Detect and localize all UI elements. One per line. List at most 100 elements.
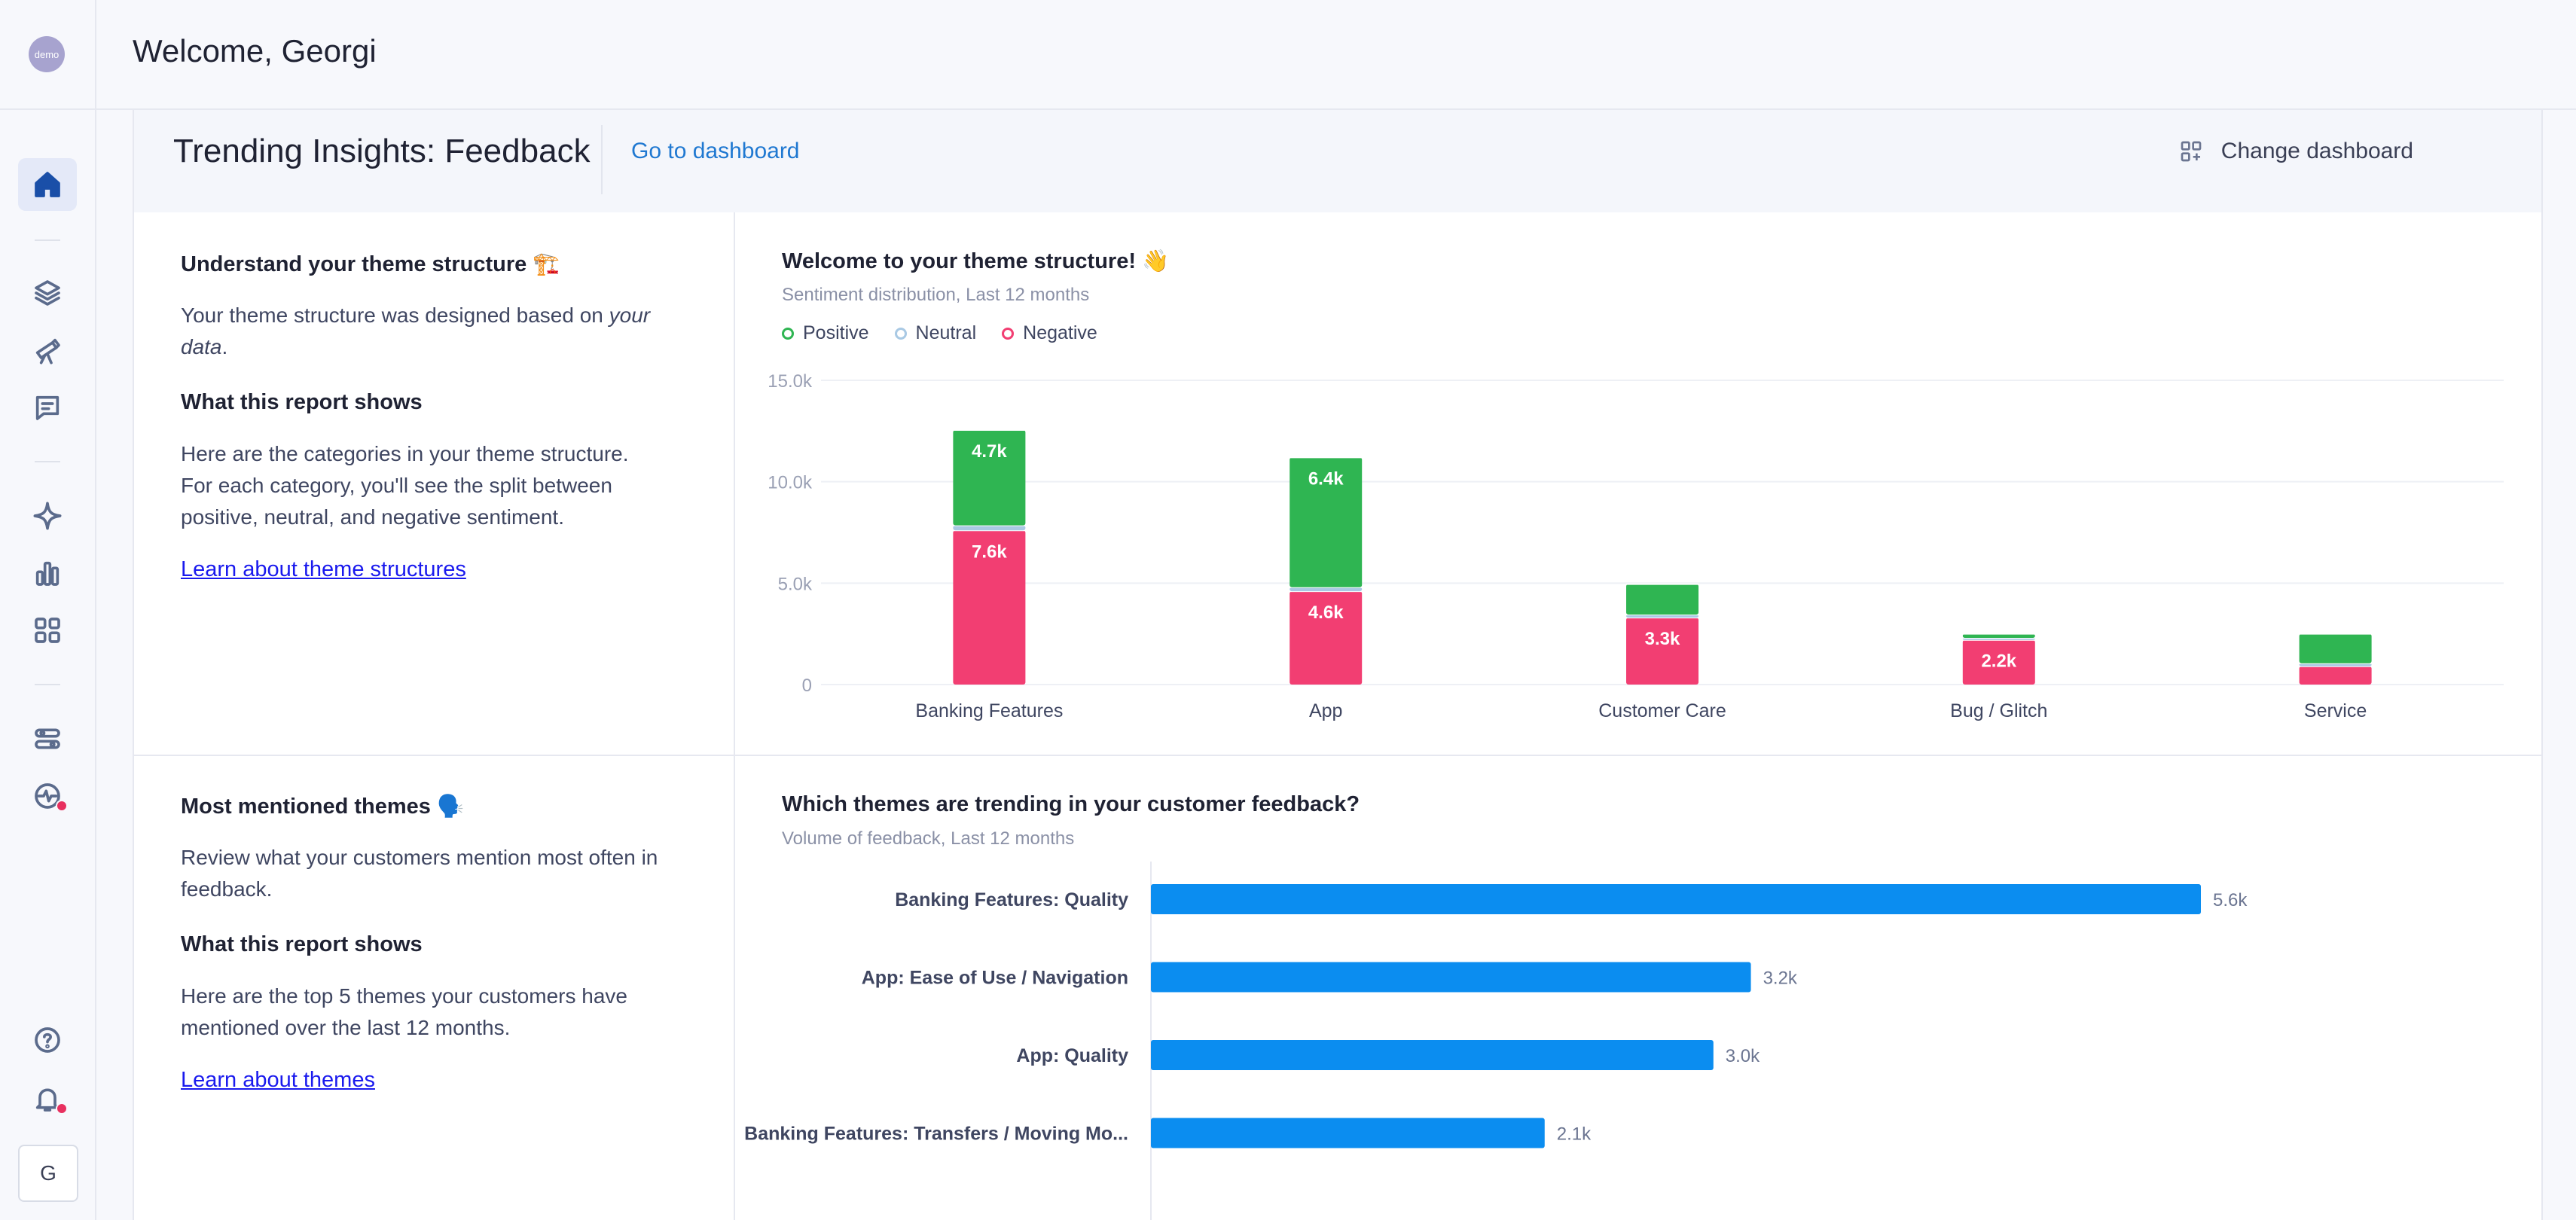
bar-segment-positive [953, 429, 1026, 526]
user-avatar-button[interactable]: G [18, 1145, 78, 1202]
nav-health-button[interactable] [18, 770, 77, 822]
nav-feedback-button[interactable] [18, 381, 77, 434]
nav-divider [0, 108, 95, 110]
bar-segment-positive [1290, 457, 1363, 587]
bar-segment-negative [1290, 591, 1363, 685]
dashboard-grid-icon [2181, 141, 2202, 162]
legend-negative[interactable]: Negative [1002, 322, 1097, 344]
most-mentioned-row: Most mentioned themes 🗣️ Review what you… [134, 756, 2541, 1220]
bar-segment-positive [1962, 633, 2035, 639]
org-logo[interactable]: demo [29, 36, 65, 72]
x-category-label: App [1309, 700, 1342, 721]
telescope-icon [35, 338, 60, 364]
bar-segment-neutral [953, 525, 1026, 531]
what-report-shows-title: What this report shows [181, 390, 423, 414]
y-category-label: App: Ease of Use / Navigation [862, 968, 1128, 989]
y-tick-label: 10.0k [768, 473, 813, 493]
go-to-dashboard-link[interactable]: Go to dashboard [631, 139, 800, 163]
info-title: Most mentioned themes 🗣️ [181, 795, 465, 819]
y-category-label: Banking Features: Transfers / Moving Mo.… [744, 1124, 1128, 1145]
most-mentioned-info: Most mentioned themes 🗣️ Review what you… [134, 756, 735, 1220]
y-tick-label: 0 [802, 676, 812, 696]
legend-neutral[interactable]: Neutral [894, 322, 977, 344]
bar-chart-icon [35, 561, 60, 586]
bar-value-label: 3.3k [1645, 629, 1680, 649]
section-title: Trending Insights: Feedback [173, 133, 591, 169]
learn-theme-structures-link[interactable]: Learn about theme structures [181, 557, 466, 581]
sentiment-chart-panel: Welcome to your theme structure! 👋 Senti… [735, 212, 2541, 755]
nav-reports-button[interactable] [18, 547, 77, 599]
x-category-label: Customer Care [1598, 700, 1726, 721]
info-intro: Review what your customers mention most … [181, 846, 658, 901]
report-content: Understand your theme structure 🏗️ Your … [133, 212, 2543, 1220]
message-icon [35, 395, 60, 420]
bar-value-label: 5.6k [2213, 890, 2248, 910]
chart-title: Welcome to your theme structure! 👋 [782, 249, 1170, 273]
bar-value-label: 3.2k [1763, 968, 1798, 989]
info-intro: Your theme structure was designed based … [181, 303, 651, 358]
change-dashboard-button[interactable]: Change dashboard [2179, 139, 2413, 164]
layers-icon [35, 280, 60, 306]
x-category-label: Service [2304, 700, 2367, 721]
nav-settings-button[interactable] [18, 712, 77, 765]
nav-dashboards-button[interactable] [18, 604, 77, 657]
nav-discover-button[interactable] [18, 324, 77, 377]
sentiment-stacked-bar-chart: 0 5.0k 10.0k 15.0k 7.6k 4.7k Banking Features 4… [768, 371, 2504, 721]
nav-themes-button[interactable] [18, 267, 77, 319]
legend-label: Neutral [915, 322, 977, 343]
sparkle-icon [33, 502, 62, 530]
bar [1151, 884, 2201, 914]
header-divider [601, 125, 603, 194]
bar [1151, 1118, 1545, 1148]
bar-segment-neutral [1626, 615, 1699, 618]
nav-home-button[interactable] [18, 158, 77, 211]
bar-value-label: 3.0k [1726, 1046, 1760, 1066]
sliders-icon [35, 728, 60, 749]
bar-segment-negative [1962, 639, 2035, 685]
chart-subtitle: Sentiment distribution, Last 12 months [782, 285, 1090, 305]
welcome-heading: Welcome, Georgi [133, 33, 377, 69]
what-report-shows-text: Here are the categories in your theme st… [181, 442, 629, 529]
top-bar: Welcome, Georgi [96, 0, 2576, 110]
section-header: Trending Insights: Feedback Go to dashbo… [133, 110, 2543, 214]
chart-subtitle: Volume of feedback, Last 12 months [782, 828, 1075, 849]
legend-swatch [894, 327, 907, 340]
nav-divider [35, 239, 60, 241]
x-category-label: Bug / Glitch [1950, 700, 2047, 721]
bar-value-label: 2.2k [1981, 651, 2016, 672]
bar-segment-negative [953, 530, 1026, 685]
legend-swatch [1002, 327, 1015, 340]
bar-value-label: 7.6k [972, 541, 1007, 562]
bell-icon [35, 1088, 60, 1112]
learn-themes-link[interactable]: Learn about themes [181, 1068, 375, 1092]
help-icon [35, 1027, 60, 1053]
bar [1151, 962, 1751, 993]
chart-legend: Positive Neutral Negative [782, 322, 1097, 344]
grid-icon [35, 618, 60, 643]
chart-title: Which themes are trending in your custom… [782, 792, 1360, 816]
y-category-label: App: Quality [1016, 1045, 1128, 1066]
bar-segment-neutral [2299, 663, 2372, 666]
legend-label: Negative [1023, 322, 1097, 343]
nav-divider [35, 684, 60, 685]
legend-swatch [782, 327, 794, 340]
bar-value-label: 4.7k [972, 441, 1007, 462]
bar-segment-positive [2299, 633, 2372, 663]
x-category-label: Banking Features [915, 700, 1063, 721]
bar-value-label: 6.4k [1308, 468, 1344, 489]
bar-segment-neutral [1290, 587, 1363, 592]
nav-divider [35, 461, 60, 462]
info-title: Understand your theme structure 🏗️ [181, 252, 560, 276]
bar-value-label: 2.1k [1557, 1124, 1592, 1145]
what-report-shows-text: Here are the top 5 themes your customers… [181, 984, 627, 1039]
trending-themes-panel: Which themes are trending in your custom… [735, 756, 2541, 1220]
bar-segment-negative [1626, 618, 1699, 685]
nav-help-button[interactable] [18, 1014, 77, 1066]
legend-label: Positive [803, 322, 869, 343]
change-dashboard-label: Change dashboard [2220, 139, 2413, 163]
pulse-icon [35, 783, 60, 809]
legend-positive[interactable]: Positive [782, 322, 869, 344]
nav-notifications-button[interactable] [18, 1072, 77, 1125]
nav-insights-button[interactable] [18, 490, 77, 542]
home-icon [35, 172, 60, 197]
